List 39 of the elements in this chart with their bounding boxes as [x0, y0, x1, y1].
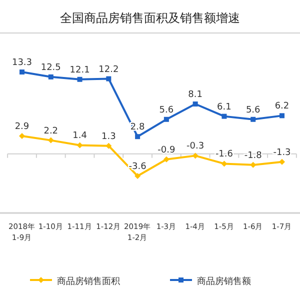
data-label: 1.4 — [72, 131, 88, 142]
data-label: 12.1 — [70, 65, 90, 76]
point — [77, 76, 82, 82]
data-label: 8.1 — [188, 90, 202, 100]
data-label: 1.3 — [102, 132, 116, 142]
point — [19, 133, 25, 139]
legend-label: 商品房销售面积 — [57, 276, 120, 287]
data-label: -0.9 — [158, 145, 176, 156]
point — [106, 142, 112, 149]
point — [250, 116, 256, 122]
point — [192, 152, 198, 159]
data-label: 5.6 — [159, 105, 174, 116]
point — [164, 116, 169, 122]
point — [135, 134, 140, 140]
data-label: 5.6 — [246, 105, 261, 116]
legend-label: 商品房销售额 — [197, 276, 251, 287]
point — [280, 113, 284, 118]
data-label: 13.3 — [12, 58, 32, 68]
data-label: 12.5 — [40, 62, 61, 73]
data-label: 2.2 — [44, 126, 58, 136]
data-label: 6.2 — [274, 102, 290, 112]
point — [48, 137, 54, 144]
point — [192, 102, 198, 106]
point — [279, 158, 285, 165]
point — [222, 114, 227, 119]
point — [20, 70, 24, 74]
point — [163, 156, 170, 162]
chart-title: 全国商品房销售面积及销售额增速 — [60, 11, 240, 25]
point — [106, 76, 112, 82]
data-label: -1.6 — [215, 150, 234, 160]
data-label: -0.3 — [186, 142, 204, 152]
point — [134, 173, 141, 179]
point — [48, 74, 54, 80]
data-label: 2.9 — [14, 122, 30, 132]
data-label: 6.1 — [217, 102, 232, 112]
data-label: -3.6 — [128, 162, 147, 172]
data-label: 12.2 — [98, 64, 119, 75]
data-label: -1.3 — [273, 148, 291, 158]
data-label: -1.8 — [244, 150, 262, 161]
